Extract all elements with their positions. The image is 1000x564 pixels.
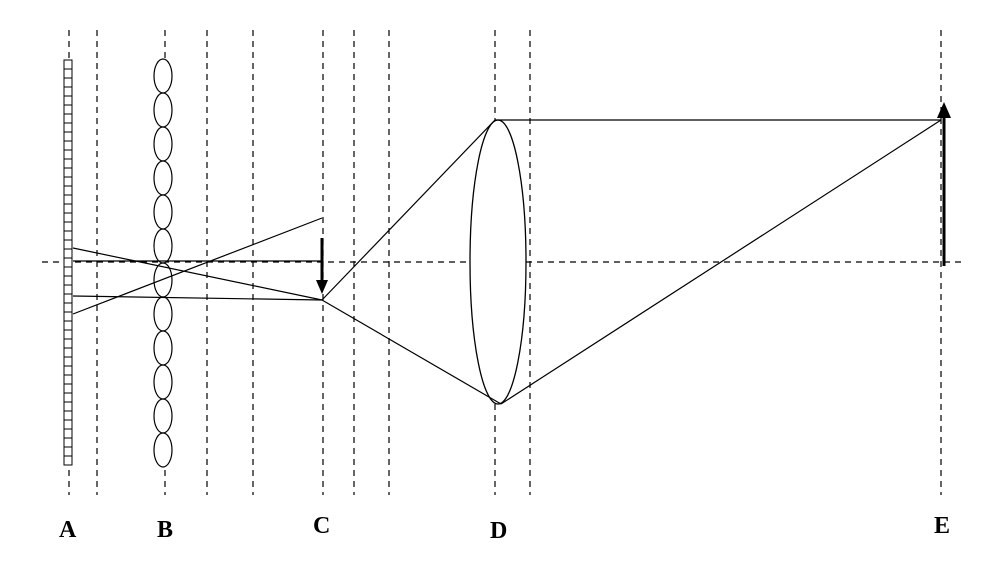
label-D: D <box>490 518 507 545</box>
diagram-svg <box>0 0 1000 559</box>
optical-diagram: A B C D E <box>0 0 1000 559</box>
label-B: B <box>157 517 173 544</box>
label-A: A <box>59 517 76 544</box>
label-C: C <box>313 513 330 540</box>
label-E: E <box>934 513 950 540</box>
